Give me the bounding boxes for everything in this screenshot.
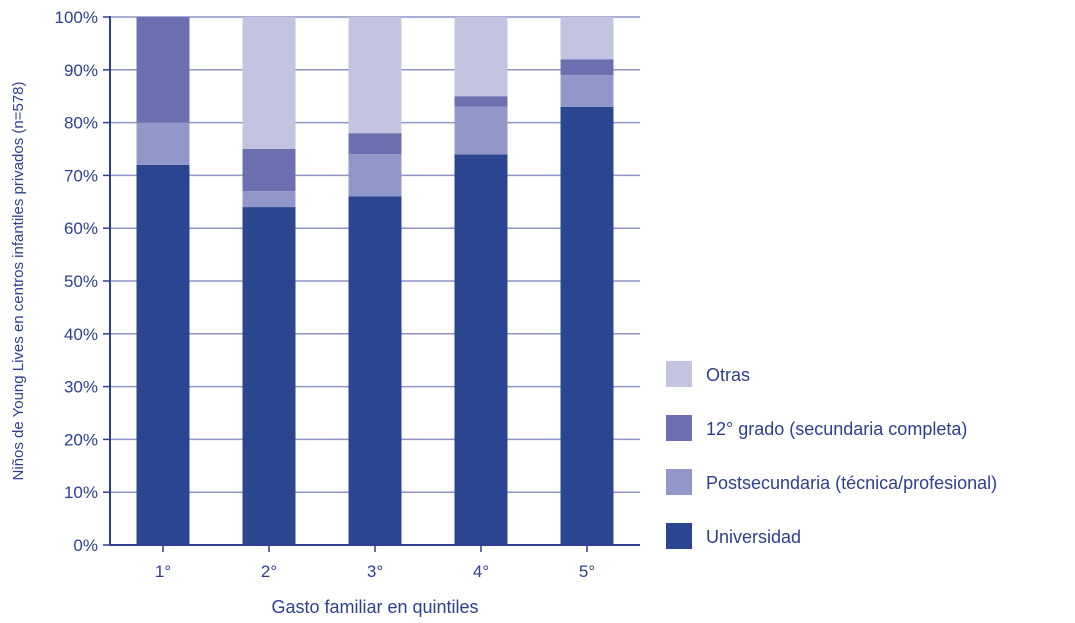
- y-tick-label: 30%: [64, 378, 98, 397]
- bar-segment: [560, 106, 614, 545]
- legend-label: Postsecundaria (técnica/profesional): [706, 473, 997, 493]
- legend-swatch: [666, 523, 692, 549]
- bar-segment: [454, 106, 508, 155]
- y-tick-label: 70%: [64, 166, 98, 185]
- legend-swatch: [666, 361, 692, 387]
- bar-segment: [136, 122, 190, 165]
- y-tick-label: 100%: [55, 8, 98, 27]
- bar-segment: [348, 133, 402, 155]
- bar-segment: [242, 191, 296, 208]
- bar-segment: [348, 154, 402, 197]
- x-tick-label: 5°: [579, 562, 595, 581]
- y-axis-title: Niños de Young Lives en centros infantil…: [10, 81, 27, 480]
- x-axis-title: Gasto familiar en quintiles: [271, 597, 478, 617]
- legend-swatch: [666, 469, 692, 495]
- y-tick-label: 60%: [64, 219, 98, 238]
- y-tick-label: 80%: [64, 114, 98, 133]
- x-tick-label: 2°: [261, 562, 277, 581]
- y-tick-label: 0%: [73, 536, 98, 555]
- bar-segment: [560, 75, 614, 107]
- y-tick-label: 50%: [64, 272, 98, 291]
- bar-segment: [242, 207, 296, 545]
- bar-segment: [136, 164, 190, 545]
- legend-label: Otras: [706, 365, 750, 385]
- bar-segment: [454, 154, 508, 545]
- x-tick-labels: 1° 2° 3° 4° 5°: [155, 545, 595, 581]
- legend: Otras 12° grado (secundaria completa) Post…: [666, 361, 997, 549]
- bar-segment: [348, 17, 402, 134]
- bar-segment: [242, 17, 296, 149]
- bar-segment: [242, 149, 296, 192]
- legend-label: 12° grado (secundaria completa): [706, 419, 967, 439]
- bar-segment: [136, 17, 190, 123]
- bar-segment: [348, 196, 402, 545]
- bars: [136, 17, 614, 545]
- y-tick-label: 20%: [64, 430, 98, 449]
- y-tick-label: 90%: [64, 61, 98, 80]
- x-tick-label: 1°: [155, 562, 171, 581]
- bar-segment: [454, 96, 508, 107]
- legend-label: Universidad: [706, 527, 801, 547]
- bar-segment: [560, 59, 614, 76]
- legend-swatch: [666, 415, 692, 441]
- x-tick-label: 3°: [367, 562, 383, 581]
- bar-segment: [560, 17, 614, 60]
- y-tick-label: 10%: [64, 483, 98, 502]
- y-tick-labels: 0% 10% 20% 30% 40% 50% 60% 70% 80% 90% 100%: [55, 8, 110, 555]
- bar-segment: [454, 17, 508, 97]
- y-tick-label: 40%: [64, 325, 98, 344]
- x-tick-label: 4°: [473, 562, 489, 581]
